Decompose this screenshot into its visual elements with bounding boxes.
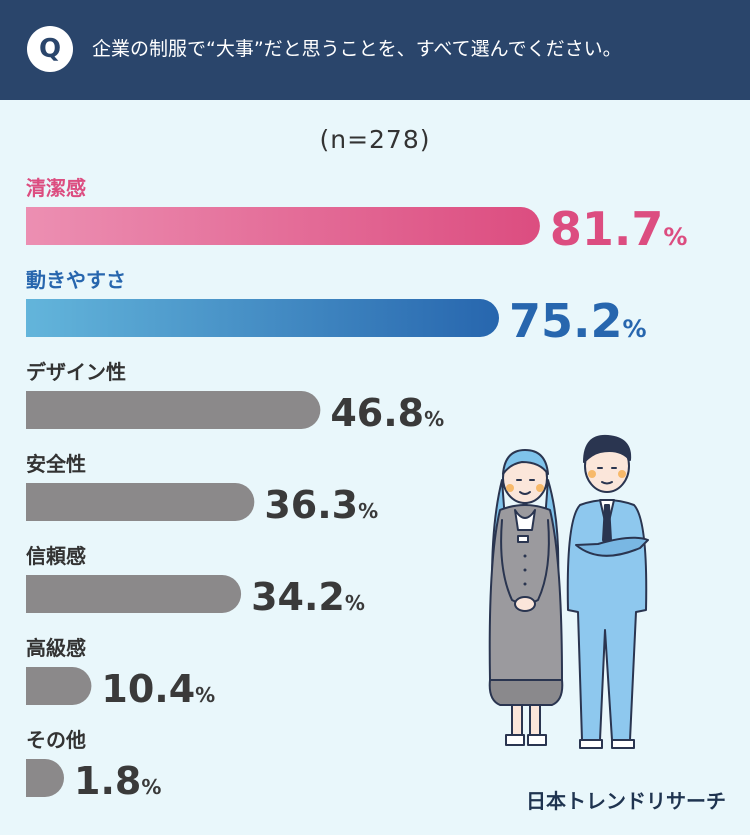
value-label: 1.8% [74,759,161,803]
category-label: 安全性 [26,452,86,476]
bar [26,483,255,521]
male-employee-illustration [566,434,649,749]
category-label: デザイン性 [26,360,126,384]
bar [26,299,500,337]
value-label: 10.4% [101,667,215,711]
category-label: 信頼感 [26,544,86,568]
question-text: 企業の制服で“大事”だと思うことを、すべて選んでください。 [92,38,622,60]
bar [26,207,540,245]
value-label: 81.7% [550,202,688,256]
bar [26,391,321,429]
value-label: 34.2% [251,575,365,619]
category-label: 動きやすさ [26,268,126,292]
value-label: 36.3% [264,483,378,527]
bar [26,667,92,705]
female-employee-illustration [488,449,564,746]
category-label: 清潔感 [26,176,86,200]
question-badge: Q [27,26,73,72]
category-label: その他 [26,728,86,752]
question-header: Q 企業の制服で“大事”だと思うことを、すべて選んでください。 [0,0,750,100]
value-label: 75.2% [509,294,647,348]
sample-size: (n=278) [319,125,431,154]
bar [26,759,64,797]
bar [26,575,242,613]
brand-logo-text: 日本トレンドリサーチ [526,789,726,813]
category-label: 高級感 [26,636,86,660]
value-label: 46.8% [330,391,444,435]
